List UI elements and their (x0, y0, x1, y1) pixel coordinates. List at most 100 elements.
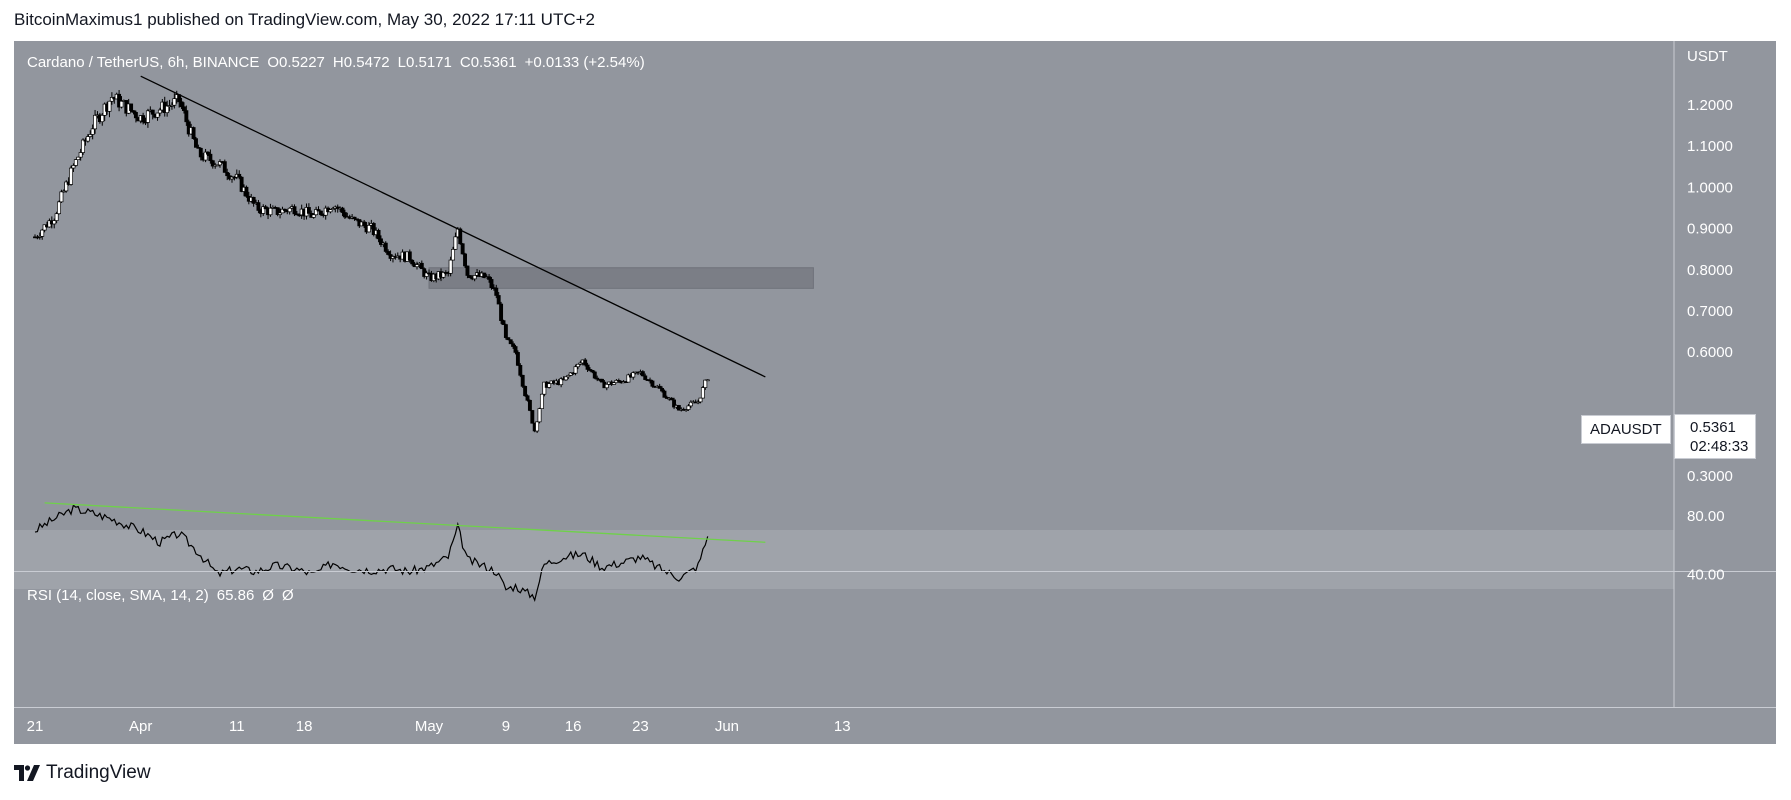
candle (482, 272, 487, 279)
time-axis-tick: 9 (502, 718, 510, 735)
candle (100, 113, 105, 126)
candle (73, 158, 78, 167)
price-chart[interactable]: USDT 0.30000.40000.60000.70000.80000.900… (14, 41, 1776, 744)
candle (117, 90, 122, 112)
candle (542, 381, 547, 397)
price-axis-background (1674, 41, 1776, 707)
candle (352, 216, 357, 221)
candle (422, 267, 427, 279)
candle (453, 232, 458, 250)
rsi-axis-tick: 80.00 (1687, 508, 1725, 525)
candle (379, 235, 383, 247)
rsi-line (34, 504, 709, 603)
candle (460, 243, 465, 255)
price-axis-tick: 0.3000 (1687, 468, 1733, 485)
candle (525, 394, 530, 402)
candle (263, 204, 268, 210)
candle (191, 126, 196, 140)
candle (251, 196, 256, 207)
candle (566, 374, 571, 380)
candle (592, 370, 597, 380)
publish-header: BitcoinMaximus1 published on TradingView… (14, 10, 595, 29)
legend-close-value: 0.5361 (470, 54, 517, 71)
candle (93, 109, 98, 134)
candle (131, 110, 136, 115)
candle (494, 284, 499, 299)
candle (203, 148, 208, 163)
candle (448, 256, 453, 277)
rsi-panel-background (14, 572, 1674, 707)
candle (157, 107, 162, 117)
price-axis-tick: 1.1000 (1687, 138, 1733, 155)
candle (222, 159, 227, 173)
candle (590, 369, 595, 374)
candle (244, 185, 249, 198)
candle (662, 389, 667, 398)
candle (256, 199, 261, 214)
candle (676, 404, 681, 411)
price-axis-tick: 0.8000 (1687, 262, 1733, 279)
candle (696, 399, 701, 405)
candle (61, 189, 66, 193)
candle (508, 339, 513, 345)
bar-countdown: 02:48:33 (1690, 438, 1749, 455)
candle (90, 124, 95, 140)
legend-open-label: O (267, 54, 280, 71)
candle (537, 407, 542, 424)
candle (54, 211, 59, 224)
candle (515, 350, 520, 366)
footer-brand[interactable]: TradingView (14, 762, 151, 784)
rsi-legend-value: 65.86 (216, 587, 255, 604)
candle (496, 292, 501, 305)
footer-brand-label: TradingView (46, 762, 151, 783)
time-axis-tick: May (415, 718, 444, 735)
candle (69, 165, 73, 186)
candle (165, 100, 170, 117)
candle (42, 224, 47, 233)
candle (78, 148, 83, 161)
candle (119, 96, 124, 109)
candle (268, 203, 273, 217)
last-price-value: 0.5361 (1690, 419, 1736, 436)
candle (506, 337, 511, 341)
candle (210, 159, 215, 169)
candle (155, 112, 160, 121)
candle (463, 252, 467, 268)
candle (600, 378, 604, 383)
rsi-legend-label: RSI (14, close, SMA, 14, 2) (27, 587, 209, 604)
candle (145, 108, 150, 128)
candle (585, 362, 590, 373)
candle (631, 371, 636, 380)
candle (588, 367, 592, 372)
candle (182, 102, 186, 114)
candle (386, 249, 391, 256)
candle (705, 379, 710, 382)
candle (523, 385, 528, 397)
rsi-legend: RSI (14, close, SMA, 14, 2) 65.86 Ø Ø (27, 587, 302, 604)
legend-low-value: 0.5171 (405, 54, 452, 71)
candle (499, 301, 504, 324)
candle (292, 204, 297, 217)
candle (239, 176, 244, 193)
candle (700, 385, 705, 399)
candle (578, 360, 583, 366)
candle (472, 275, 477, 282)
candle (362, 219, 367, 229)
price-axis-tick: 1.2000 (1687, 97, 1733, 114)
price-panel-background (14, 41, 1674, 571)
candle (225, 168, 230, 181)
candle (59, 189, 64, 203)
candle (441, 271, 446, 279)
candle (424, 270, 429, 280)
candle (501, 319, 506, 325)
legend-change: +0.0133 (+2.54%) (524, 54, 645, 71)
candle (489, 276, 494, 290)
candle (206, 151, 210, 157)
candle (342, 209, 347, 220)
candle (194, 136, 198, 148)
candle (660, 386, 665, 393)
candle (76, 156, 81, 160)
candle (318, 210, 323, 217)
candle (297, 213, 302, 217)
legend-low-label: L (397, 54, 406, 71)
